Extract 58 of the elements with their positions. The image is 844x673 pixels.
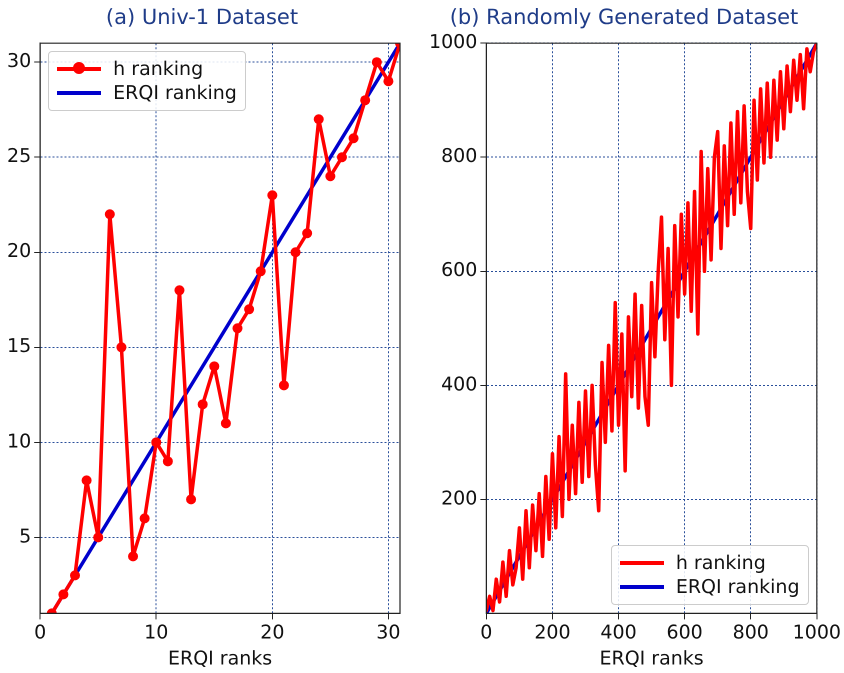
- x-tick-label: 30: [376, 622, 400, 644]
- point: [104, 209, 115, 220]
- x-tick-label: 800: [732, 622, 769, 644]
- legend-label: h ranking: [113, 58, 204, 80]
- point: [174, 285, 184, 296]
- point: [198, 399, 208, 410]
- x-tick-label: 20: [260, 622, 284, 644]
- x-tick-label: 10: [144, 622, 168, 644]
- point: [162, 456, 173, 466]
- point: [186, 494, 196, 504]
- y-tick-label: 15: [6, 335, 32, 358]
- y-tick-label: 600: [441, 259, 478, 282]
- point: [314, 114, 324, 124]
- point: [256, 266, 266, 276]
- point: [220, 418, 231, 428]
- point: [383, 76, 394, 86]
- point: [209, 361, 220, 372]
- y-tick-label: 5: [19, 525, 32, 548]
- point: [232, 323, 242, 334]
- point: [93, 532, 104, 542]
- y-tick-label: 1000: [428, 31, 478, 54]
- point: [70, 570, 80, 580]
- point: [244, 304, 254, 314]
- x-tick-label: 1000: [792, 622, 842, 644]
- y-tick-label: 800: [441, 145, 478, 168]
- point: [140, 513, 150, 524]
- point: [336, 152, 347, 162]
- x-axis-title: ERQI ranks: [168, 648, 272, 670]
- legend-label: ERQI ranking: [676, 576, 800, 598]
- y-tick-label: 10: [6, 430, 32, 452]
- point: [348, 133, 359, 144]
- chart-title: (a) Univ-1 Dataset: [106, 5, 298, 30]
- point: [116, 342, 126, 352]
- y-tick-label: 400: [441, 373, 478, 396]
- x-axis-title: ERQI ranks: [599, 648, 704, 670]
- point: [58, 589, 68, 600]
- y-tick-label: 25: [6, 145, 32, 168]
- x-tick-label: 400: [600, 622, 637, 644]
- point: [128, 551, 138, 562]
- x-tick-label: 600: [666, 622, 703, 644]
- x-tick-label: 200: [534, 622, 571, 644]
- point: [302, 228, 312, 238]
- x-tick-label: 0: [480, 622, 492, 644]
- point: [325, 171, 336, 182]
- legend-label: h ranking: [676, 552, 766, 574]
- point: [151, 437, 162, 448]
- point: [267, 190, 278, 200]
- point: [278, 380, 289, 390]
- x-tick-label: 0: [34, 622, 46, 644]
- y-tick-label: 30: [6, 50, 32, 72]
- legend-label: ERQI ranking: [113, 82, 237, 104]
- point: [290, 247, 301, 258]
- point: [372, 57, 382, 68]
- point: [82, 475, 92, 486]
- chart-title: (b) Randomly Generated Dataset: [450, 5, 798, 30]
- point: [360, 95, 370, 106]
- y-tick-label: 20: [6, 240, 32, 262]
- y-tick-label: 200: [441, 487, 478, 510]
